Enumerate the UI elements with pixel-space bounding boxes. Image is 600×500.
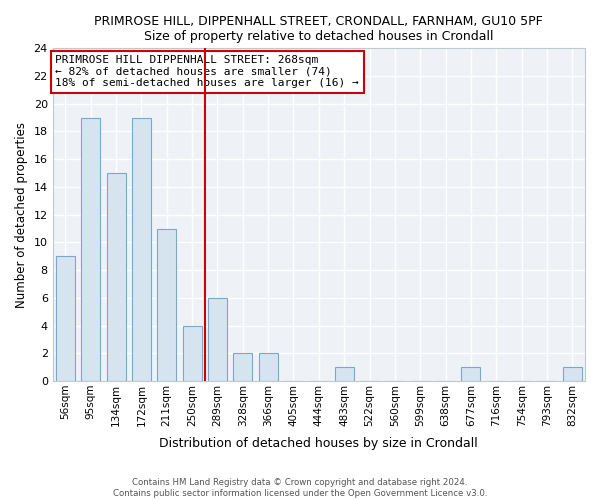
Bar — [81, 118, 100, 381]
Bar — [461, 367, 481, 381]
Bar — [56, 256, 75, 381]
X-axis label: Distribution of detached houses by size in Crondall: Distribution of detached houses by size … — [160, 437, 478, 450]
Bar — [208, 298, 227, 381]
Bar — [182, 326, 202, 381]
Title: PRIMROSE HILL, DIPPENHALL STREET, CRONDALL, FARNHAM, GU10 5PF
Size of property r: PRIMROSE HILL, DIPPENHALL STREET, CRONDA… — [94, 15, 543, 43]
Bar — [335, 367, 353, 381]
Bar — [107, 173, 125, 381]
Text: Contains HM Land Registry data © Crown copyright and database right 2024.
Contai: Contains HM Land Registry data © Crown c… — [113, 478, 487, 498]
Bar — [563, 367, 582, 381]
Bar — [233, 354, 252, 381]
Bar — [259, 354, 278, 381]
Bar — [132, 118, 151, 381]
Y-axis label: Number of detached properties: Number of detached properties — [15, 122, 28, 308]
Bar — [157, 228, 176, 381]
Text: PRIMROSE HILL DIPPENHALL STREET: 268sqm
← 82% of detached houses are smaller (74: PRIMROSE HILL DIPPENHALL STREET: 268sqm … — [55, 55, 359, 88]
